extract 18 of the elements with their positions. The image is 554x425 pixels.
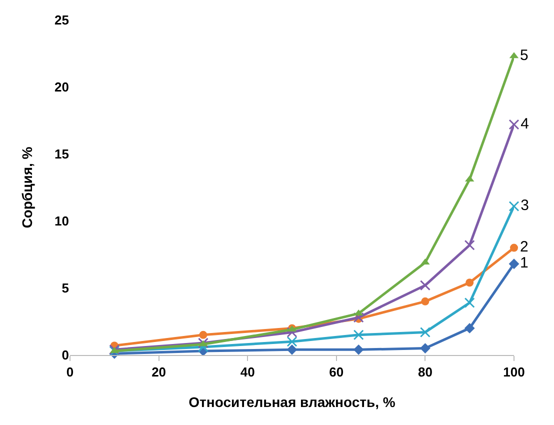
x-tick-label: 60 — [329, 364, 344, 380]
y-tick-label: 10 — [54, 214, 69, 229]
y-tick-label: 20 — [54, 80, 69, 95]
y-tick-label: 25 — [54, 12, 69, 28]
y-tick-label: 0 — [62, 348, 69, 363]
series-label: 2 — [520, 238, 528, 256]
series-label: 1 — [520, 254, 528, 272]
y-tick-label: 15 — [54, 146, 69, 162]
y-tick-label: 5 — [62, 280, 69, 296]
x-tick-label: 40 — [240, 364, 255, 380]
x-tick-label: 80 — [418, 364, 432, 380]
y-axis-title: Сорбция, % — [19, 146, 35, 228]
x-axis-title: Относительная влажность, % — [188, 394, 396, 410]
x-tick-label: 20 — [152, 364, 166, 380]
series-label: 4 — [520, 115, 529, 132]
series-label: 5 — [520, 46, 528, 64]
series-label: 3 — [520, 197, 529, 214]
x-tick-label: 100 — [503, 364, 525, 380]
